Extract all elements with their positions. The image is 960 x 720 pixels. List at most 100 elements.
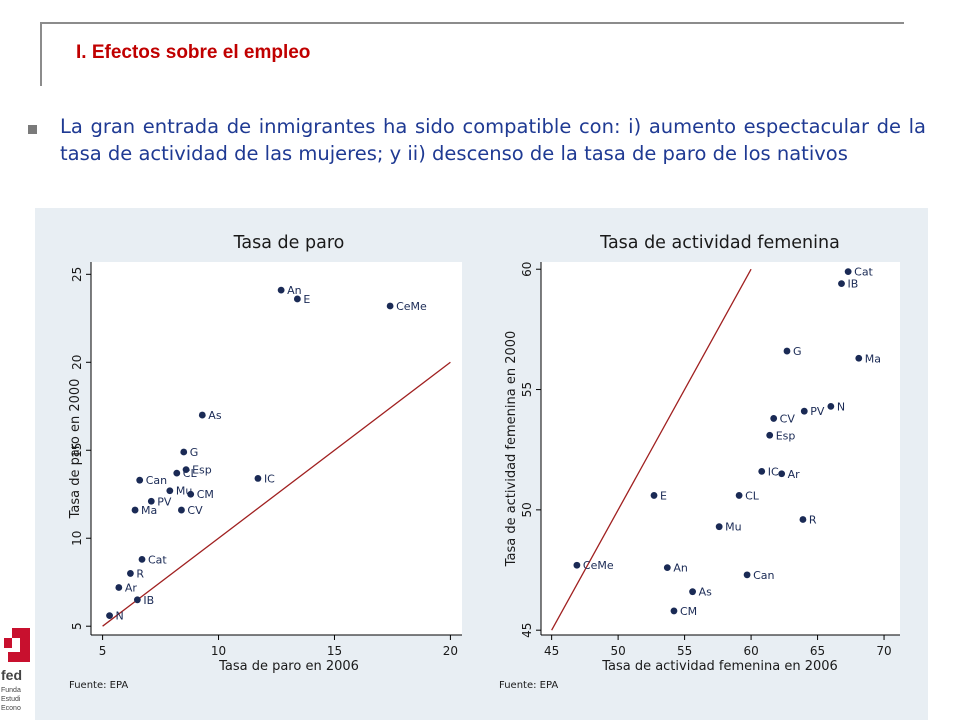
- charts-svg: Tasa de paro Tasa de paro en 2006 Tasa de …: [68, 233, 900, 691]
- x-tick-label: 60: [743, 644, 758, 658]
- data-point: [173, 469, 181, 477]
- data-point-label: PV: [810, 405, 825, 418]
- data-point: [138, 555, 146, 563]
- data-point: [743, 571, 751, 579]
- y-axis-label: Tasa de paro en 2000: [68, 379, 83, 520]
- data-point-label: As: [208, 409, 222, 422]
- data-point: [180, 448, 188, 456]
- data-point: [106, 612, 113, 620]
- data-point: [198, 411, 206, 419]
- y-tick-label: 60: [520, 262, 534, 277]
- data-point-label: E: [660, 489, 667, 502]
- data-point: [770, 415, 778, 422]
- x-tick-label: 65: [810, 644, 825, 658]
- x-axis-label: Tasa de actividad femenina en 2006: [601, 659, 838, 674]
- data-point-label: E: [303, 293, 310, 306]
- logo-text-line: Econo: [1, 705, 21, 712]
- data-point-label: Ar: [125, 581, 138, 594]
- data-point: [735, 492, 743, 499]
- data-point: [115, 584, 123, 591]
- data-point-label: As: [699, 586, 713, 599]
- data-point-label: CV: [187, 504, 203, 517]
- data-point-label: CV: [780, 412, 796, 425]
- data-point: [166, 487, 174, 495]
- plot-area: [541, 262, 900, 635]
- y-tick-label: 20: [70, 355, 84, 370]
- data-point: [293, 295, 301, 303]
- chart-title: Tasa de actividad femenina: [599, 233, 840, 253]
- data-point: [573, 561, 581, 569]
- y-tick-label: 45: [520, 623, 534, 638]
- data-point-label: IB: [143, 594, 154, 607]
- data-point: [838, 280, 845, 288]
- y-tick-label: 55: [520, 382, 534, 397]
- data-point: [800, 407, 808, 415]
- data-point-label: G: [190, 446, 199, 459]
- data-point-label: Ma: [141, 504, 157, 517]
- data-point: [715, 523, 723, 531]
- reference-line: [102, 361, 451, 627]
- data-point-label: R: [136, 567, 144, 580]
- y-tick-label: 5: [70, 622, 84, 630]
- data-point-label: IB: [847, 278, 858, 291]
- y-tick-label: 10: [70, 531, 84, 546]
- data-point-label: CeMe: [583, 559, 614, 572]
- data-point: [650, 492, 658, 499]
- data-point-label: G: [793, 345, 802, 358]
- frame-top-rule: [40, 22, 904, 24]
- data-point: [689, 588, 696, 596]
- logo-text-main: fed: [1, 667, 22, 683]
- y-tick-label: 50: [520, 502, 534, 517]
- data-point: [855, 354, 863, 362]
- data-point: [187, 490, 195, 498]
- x-tick-label: 10: [211, 644, 226, 658]
- x-tick-label: 15: [327, 644, 342, 658]
- data-point: [778, 470, 786, 478]
- plot-area: [91, 262, 462, 635]
- data-point-label: Cat: [148, 553, 167, 566]
- x-tick-label: 50: [610, 644, 625, 658]
- y-tick-label: 25: [70, 267, 84, 282]
- data-point-label: Can: [146, 474, 167, 487]
- frame-left-rule: [40, 22, 42, 86]
- source-note: Fuente: EPA: [69, 680, 128, 691]
- data-point-label: N: [837, 400, 845, 413]
- source-note: Fuente: EPA: [499, 680, 558, 691]
- logo-text-line: Funda: [1, 687, 21, 694]
- data-point-label: R: [809, 513, 817, 526]
- x-tick-label: 5: [99, 644, 107, 658]
- section-title: I. Efectos sobre el empleo: [76, 42, 311, 63]
- data-point-label: N: [116, 610, 124, 623]
- reference-line: [551, 268, 752, 631]
- data-point-label: Ar: [788, 468, 801, 481]
- data-point-label: CeMe: [396, 300, 427, 313]
- data-point-label: Cat: [854, 266, 873, 279]
- x-tick-label: 55: [677, 644, 692, 658]
- fedea-logo: fed Funda Estudi Econo: [1, 628, 30, 712]
- x-tick-label: 70: [876, 644, 891, 658]
- data-point: [136, 476, 144, 484]
- x-axis-label: Tasa de paro en 2006: [218, 659, 359, 674]
- data-point: [783, 347, 791, 355]
- data-point: [827, 402, 835, 410]
- data-point: [663, 564, 671, 572]
- data-point-label: An: [673, 562, 688, 575]
- data-point: [254, 475, 262, 482]
- data-point: [766, 431, 774, 439]
- data-point-label: Mu: [725, 521, 741, 534]
- data-point: [127, 570, 134, 577]
- charts-panel: Tasa de paro Tasa de paro en 2006 Tasa de …: [35, 208, 928, 720]
- y-tick-label: 15: [70, 443, 84, 458]
- data-point-label: IC: [264, 472, 275, 485]
- data-point: [844, 268, 852, 276]
- y-axis-label: Tasa de actividad femenina en 2000: [504, 331, 519, 568]
- bullet-text: La gran entrada de inmigrantes ha sido c…: [60, 115, 926, 165]
- data-point-label: Esp: [776, 429, 796, 442]
- logo-text-line: Estudi: [1, 696, 21, 703]
- data-point-label: Can: [753, 569, 774, 582]
- data-point-label: Esp: [192, 464, 212, 477]
- data-point: [386, 302, 394, 310]
- data-point-label: An: [287, 284, 302, 297]
- data-point: [670, 607, 678, 615]
- data-point-label: Ma: [865, 352, 881, 365]
